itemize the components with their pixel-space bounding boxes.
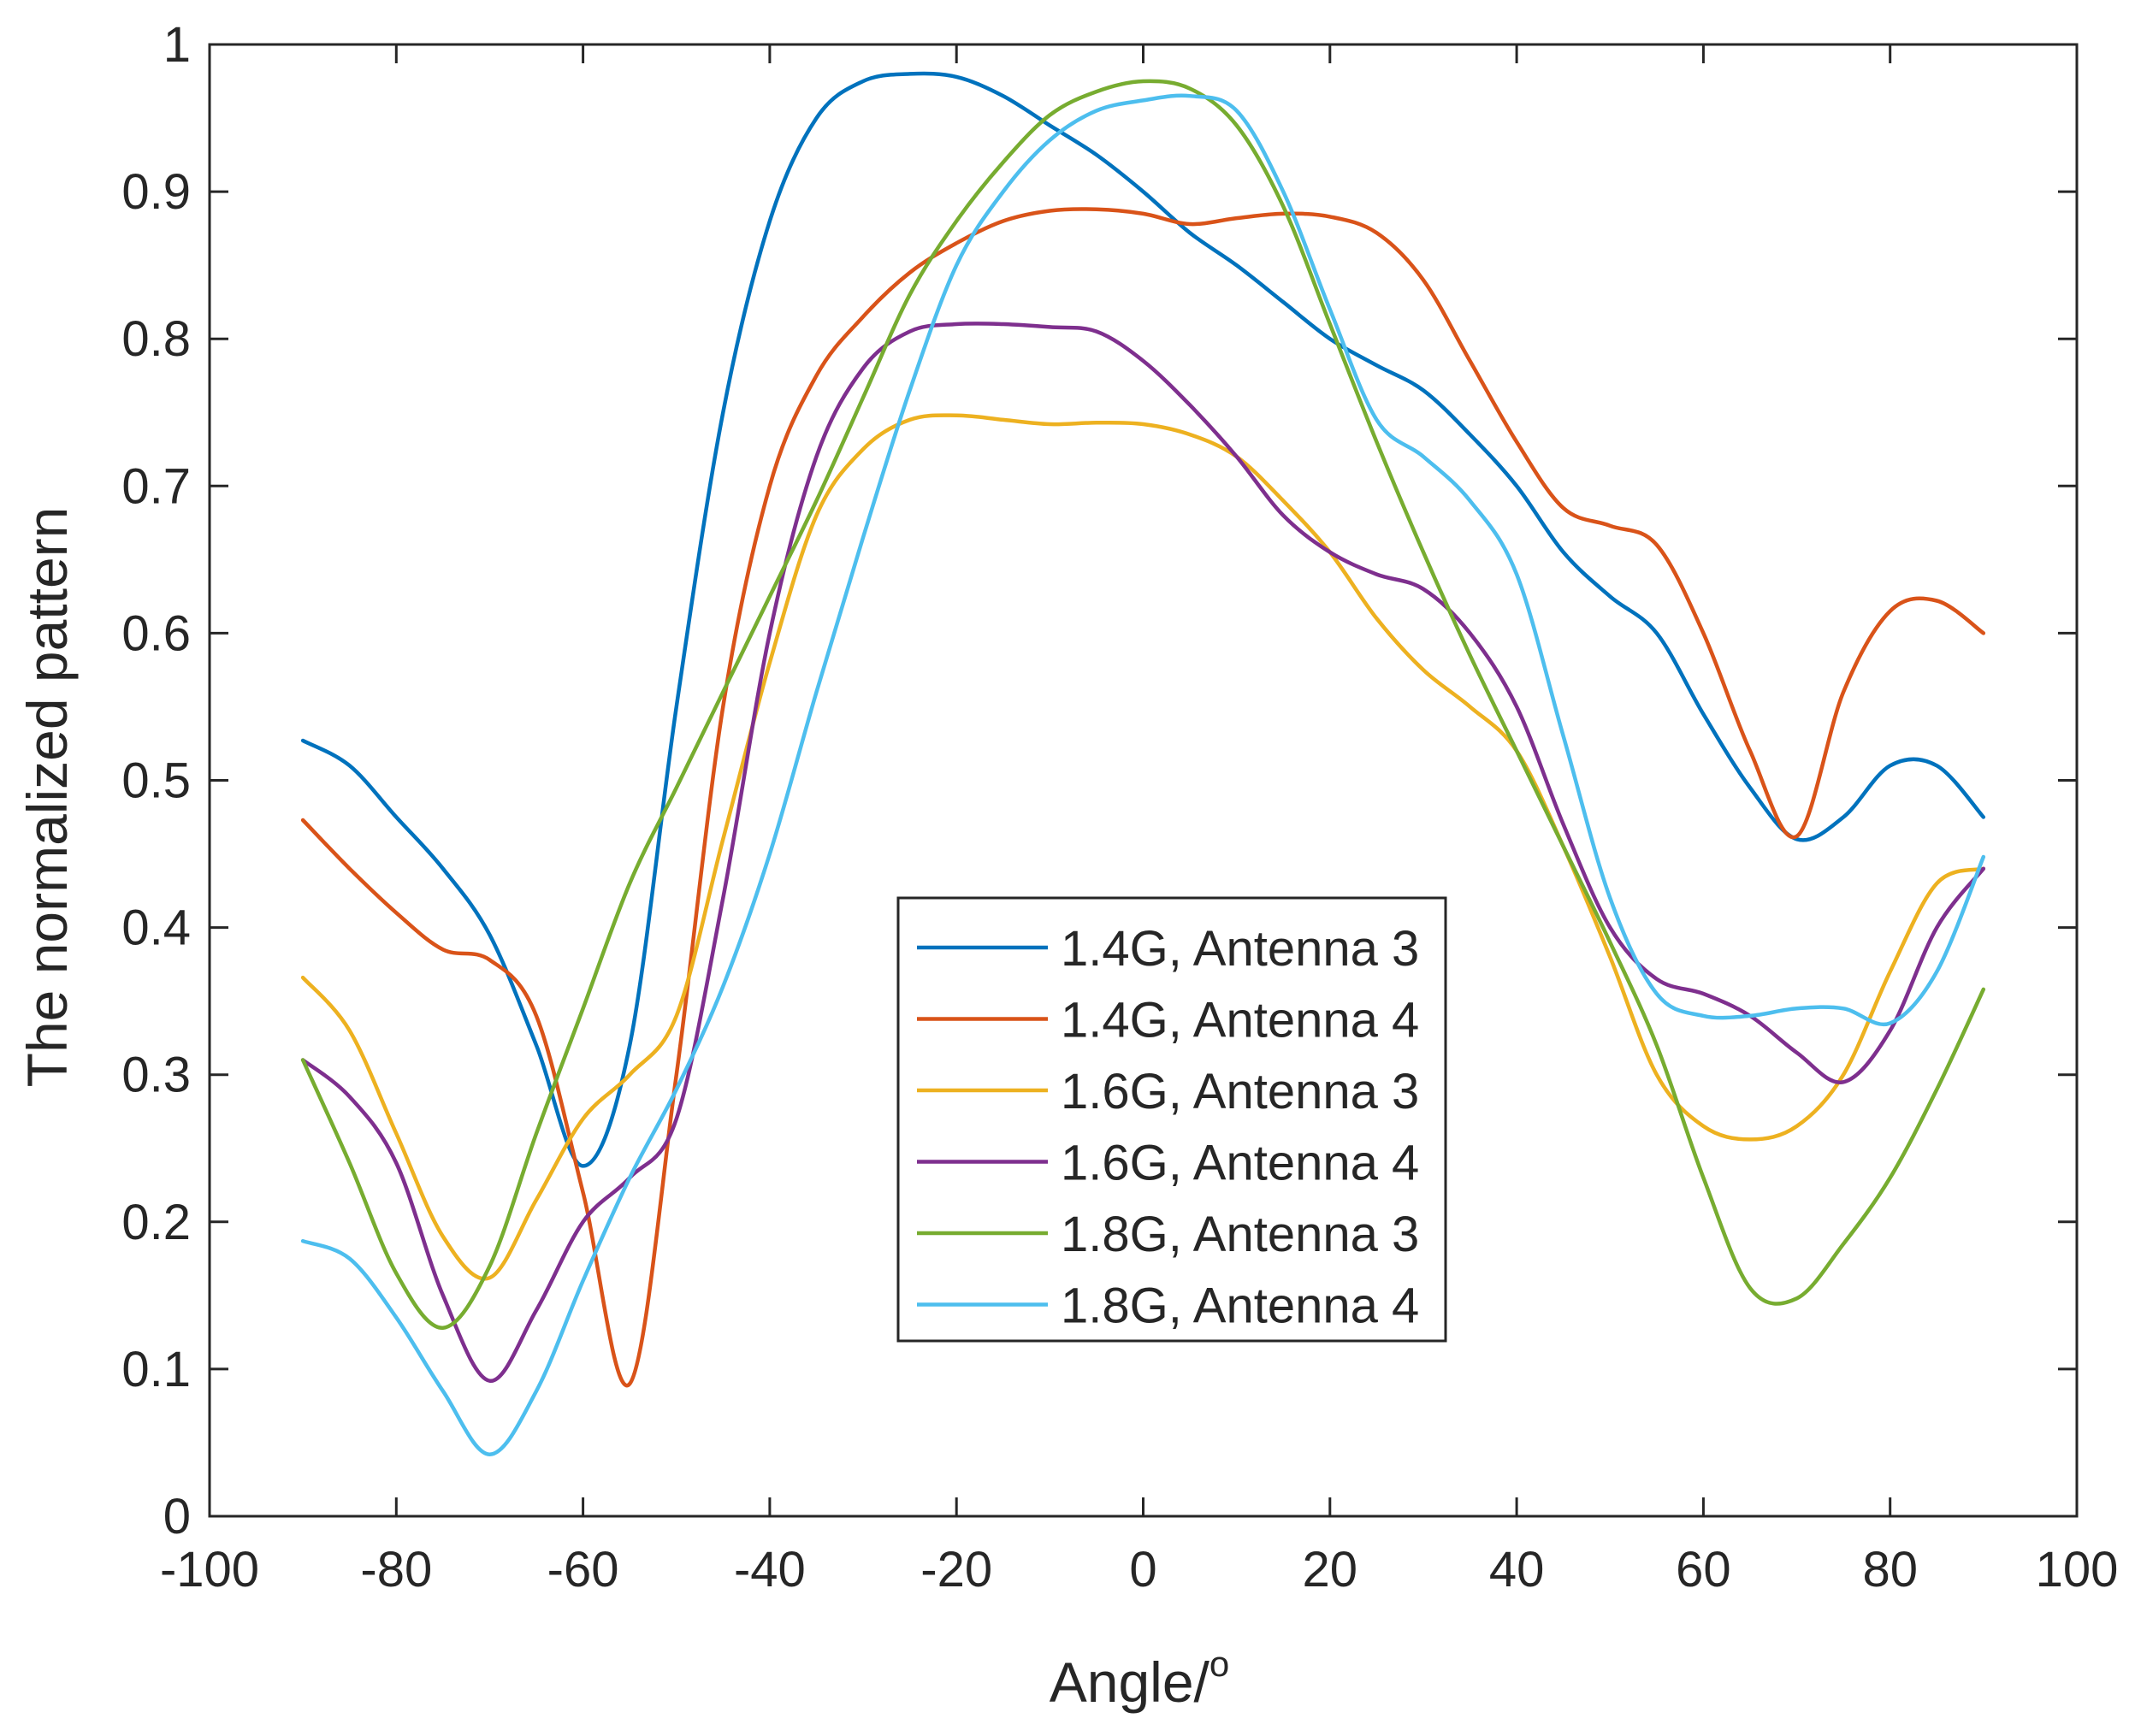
- series-layer: [300, 71, 1986, 1456]
- legend-label: 1.4G, Antenna 4: [1061, 993, 1419, 1048]
- series-line-1: [300, 71, 1986, 1168]
- y-tick-label: 1: [163, 17, 191, 73]
- y-tick-label: 0.7: [121, 458, 191, 514]
- series-line-6: [300, 93, 1986, 1456]
- y-tick-label: 0.4: [121, 900, 191, 956]
- tick-layer: [208, 43, 2079, 1518]
- series-line-2: [300, 207, 1986, 1388]
- y-tick-label: 0.9: [121, 164, 191, 220]
- y-tick-label: 0: [163, 1489, 191, 1544]
- x-tick-label: 60: [1676, 1542, 1731, 1597]
- series-line-4: [300, 321, 1986, 1383]
- y-tick-label: 0.8: [121, 311, 191, 367]
- legend-label: 1.8G, Antenna 4: [1061, 1278, 1419, 1334]
- y-axis-label: The normalized pattern: [15, 507, 79, 1088]
- legend-label: 1.4G, Antenna 3: [1061, 921, 1419, 977]
- y-tick-label: 0.3: [121, 1048, 191, 1103]
- x-tick-label: -60: [547, 1542, 619, 1597]
- x-tick-label: -80: [360, 1542, 432, 1597]
- legend-label: 1.6G, Antenna 4: [1061, 1136, 1419, 1191]
- x-tick-label: -100: [160, 1542, 259, 1597]
- legend-item: 1.8G, Antenna 4: [917, 1278, 1419, 1334]
- y-tick-labels: 0 0.1 0.2 0.3 0.4 0.5 0.6 0.7 0.8 0.9 1: [121, 17, 191, 1544]
- legend-item: 1.6G, Antenna 3: [917, 1064, 1419, 1119]
- x-tick-label: 80: [1862, 1542, 1918, 1597]
- legend-label: 1.6G, Antenna 3: [1061, 1064, 1419, 1119]
- legend: 1.4G, Antenna 3 1.4G, Antenna 4 1.6G, Ante…: [896, 896, 1447, 1343]
- series-line-3: [300, 413, 1986, 1281]
- series-line-5: [300, 79, 1986, 1330]
- legend-box: [896, 896, 1447, 1343]
- x-tick-label: 100: [2036, 1542, 2119, 1597]
- legend-label: 1.8G, Antenna 3: [1061, 1207, 1419, 1262]
- y-tick-label: 0.2: [121, 1195, 191, 1250]
- legend-item: 1.4G, Antenna 3: [917, 921, 1419, 977]
- legend-item: 1.6G, Antenna 4: [917, 1136, 1419, 1191]
- legend-item: 1.8G, Antenna 3: [917, 1207, 1419, 1262]
- legend-item: 1.4G, Antenna 4: [917, 993, 1419, 1048]
- x-axis-label: Angle/o: [1050, 1644, 1230, 1714]
- y-tick-label: 0.6: [121, 605, 191, 661]
- x-tick-labels: -100 -80 -60 -40 -20 0 20 40 60 80 100: [160, 1542, 2118, 1597]
- x-tick-label: -20: [920, 1542, 992, 1597]
- x-tick-label: -40: [734, 1542, 806, 1597]
- y-tick-label: 0.1: [121, 1342, 191, 1397]
- x-tick-label: 20: [1303, 1542, 1358, 1597]
- y-tick-label: 0.5: [121, 753, 191, 809]
- x-tick-label: 40: [1489, 1542, 1545, 1597]
- x-tick-label: 0: [1129, 1542, 1156, 1597]
